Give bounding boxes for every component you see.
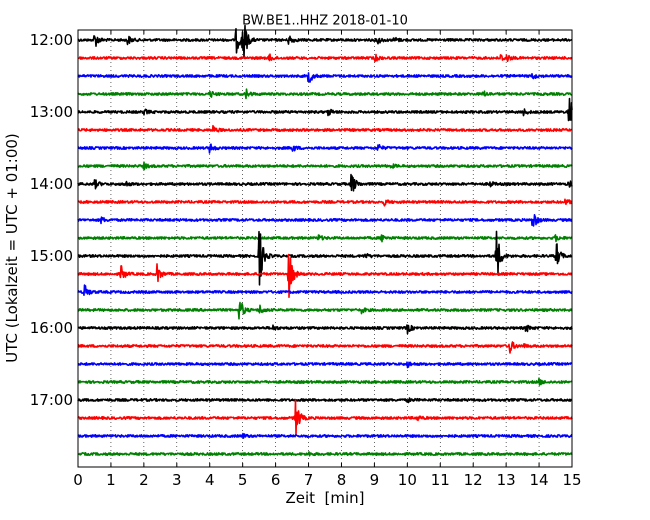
trace-1730 — [77, 432, 573, 439]
trace-1200 — [77, 24, 573, 59]
plot-frame — [77, 29, 573, 468]
y-tick-label: 17:00 — [30, 391, 73, 409]
x-tick-label: 3 — [172, 471, 182, 489]
y-tick-label: 16:00 — [30, 319, 73, 337]
x-tick-label: 14 — [530, 471, 549, 489]
x-tick-label: 1 — [106, 471, 116, 489]
trace-group — [77, 24, 573, 457]
x-tick-label: 9 — [370, 471, 380, 489]
x-tick-label: 6 — [271, 471, 281, 489]
x-tick-label: 10 — [398, 471, 417, 489]
trace-1215 — [77, 53, 573, 63]
trace-1745 — [77, 451, 573, 457]
trace-1630 — [77, 361, 573, 369]
trace-1400 — [77, 173, 573, 192]
trace-1530 — [77, 284, 573, 297]
trace-1230 — [77, 72, 573, 83]
trace-1415 — [77, 198, 573, 207]
y-axis-label: UTC (Lokalzeit = UTC + 01:00) — [3, 133, 21, 363]
x-tick-label: 7 — [304, 471, 314, 489]
trace-1300 — [77, 97, 573, 122]
y-tick-label: 12:00 — [30, 31, 73, 49]
trace-1600 — [77, 324, 573, 335]
x-tick-label: 4 — [205, 471, 215, 489]
x-tick-label: 2 — [139, 471, 149, 489]
x-tick-label: 8 — [337, 471, 347, 489]
y-tick-label: 14:00 — [30, 175, 73, 193]
x-tick-label: 0 — [73, 471, 83, 489]
y-tick-label: 15:00 — [30, 247, 73, 265]
trace-1545 — [77, 301, 573, 320]
x-tick-label: 15 — [562, 471, 581, 489]
y-tick-label: 13:00 — [30, 103, 73, 121]
x-axis-label: Zeit [min] — [285, 489, 364, 507]
x-tick-label: 13 — [497, 471, 516, 489]
chart-title: BW.BE1..HHZ 2018-01-10 — [242, 14, 408, 29]
trace-1500 — [77, 230, 573, 286]
trace-1315 — [77, 124, 573, 133]
trace-1330 — [77, 143, 573, 154]
trace-1245 — [77, 88, 573, 100]
y-axis: 12:00 13:00 14:00 15:00 16:00 17:00 — [30, 31, 572, 409]
x-axis: 0 1 2 3 4 5 6 7 8 9 10 11 12 13 14 15 — [73, 30, 582, 489]
trace-1515 — [77, 253, 573, 299]
trace-1615 — [77, 341, 573, 354]
trace-1645 — [77, 377, 573, 386]
trace-1715 — [77, 399, 573, 437]
trace-1345 — [77, 161, 573, 171]
trace-1445 — [77, 234, 573, 243]
x-tick-label: 11 — [431, 471, 450, 489]
trace-1430 — [77, 214, 573, 227]
x-tick-label: 12 — [464, 471, 483, 489]
vertical-grid — [110, 30, 540, 467]
x-tick-label: 5 — [238, 471, 248, 489]
trace-1700 — [77, 397, 573, 404]
